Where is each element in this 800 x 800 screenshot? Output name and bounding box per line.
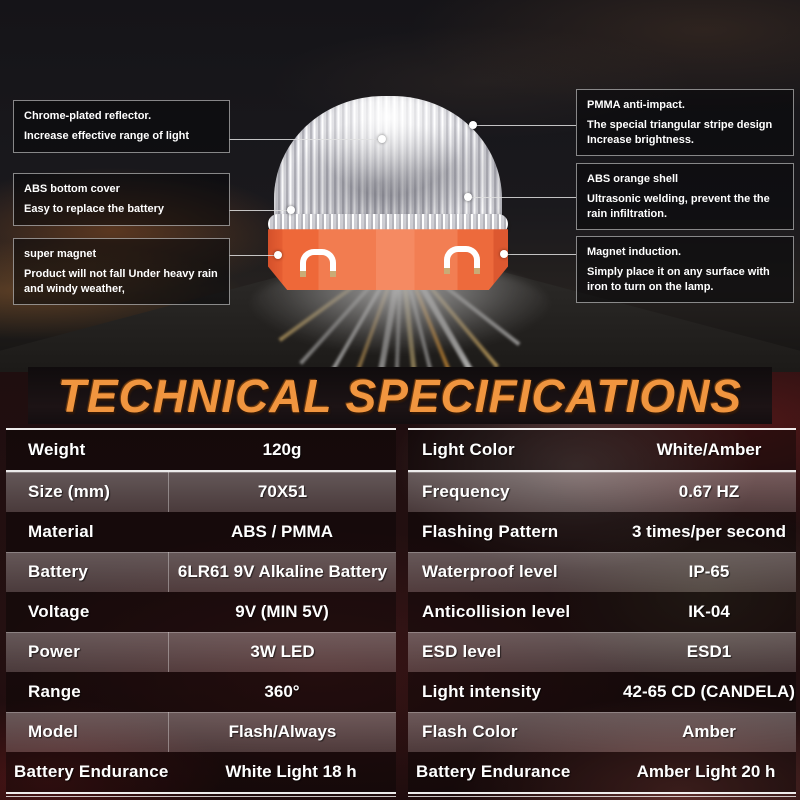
table-row: ESD level ESD1 bbox=[408, 632, 796, 672]
spec-value: IP-65 bbox=[688, 562, 730, 581]
connector-dot bbox=[469, 121, 477, 129]
callout-line bbox=[471, 197, 576, 198]
spec-value: 3W LED bbox=[250, 642, 315, 661]
connector-dot bbox=[500, 250, 508, 258]
spec-label: Flashing Pattern bbox=[422, 522, 559, 541]
table-bottom-line bbox=[6, 796, 396, 797]
table-row: Battery 6LR61 9V Alkaline Battery bbox=[6, 552, 396, 592]
table-row: Model Flash/Always bbox=[6, 712, 396, 752]
magnet-icon bbox=[444, 246, 480, 274]
spec-table-right: Light Color White/Amber Frequency 0.67 H… bbox=[408, 428, 796, 794]
connector-dot bbox=[287, 206, 295, 214]
spec-value: 0.67 HZ bbox=[678, 482, 740, 501]
spec-label: Model bbox=[6, 712, 169, 752]
spec-value: ABS / PMMA bbox=[231, 522, 333, 541]
spec-label: Waterproof level bbox=[422, 562, 558, 581]
spec-label: Power bbox=[6, 632, 169, 672]
callout-abs-orange-shell: ABS orange shell Ultrasonic welding, pre… bbox=[576, 163, 794, 230]
table-row: Weight 120g bbox=[6, 430, 396, 472]
spec-value: Flash/Always bbox=[228, 722, 337, 741]
table-row: Battery Endurance Amber Light 20 h bbox=[408, 752, 796, 792]
callout-desc: Simply place it on any surface with iron… bbox=[587, 266, 770, 293]
table-row: Anticollision level IK-04 bbox=[408, 592, 796, 632]
spec-label: Material bbox=[28, 522, 94, 541]
spec-value: White/Amber bbox=[656, 440, 762, 459]
callout-title: ABS orange shell bbox=[587, 173, 679, 185]
table-row: Power 3W LED bbox=[6, 632, 396, 672]
table-row: Range 360° bbox=[6, 672, 396, 712]
spec-value: White Light 18 h bbox=[225, 762, 357, 781]
reflector-rim bbox=[268, 214, 508, 234]
spec-label: ESD level bbox=[422, 642, 502, 661]
callout-line bbox=[508, 254, 576, 255]
callout-title: super magnet bbox=[24, 248, 97, 260]
section-title-bar: TECHNICAL SPECIFICATIONS bbox=[28, 367, 772, 424]
callout-desc: Ultrasonic welding, prevent the the rain… bbox=[587, 193, 770, 220]
callout-chrome-reflector: Chrome-plated reflector. Increase effect… bbox=[13, 100, 230, 153]
spec-section-background bbox=[0, 372, 800, 800]
spec-value: 9V (MIN 5V) bbox=[235, 602, 329, 621]
pmma-dome bbox=[274, 96, 502, 228]
connector-dot bbox=[274, 251, 282, 259]
spec-value: IK-04 bbox=[688, 602, 730, 621]
callout-title: Magnet induction. bbox=[587, 246, 682, 258]
spec-value: 6LR61 9V Alkaline Battery bbox=[177, 562, 388, 581]
table-row: Light Color White/Amber bbox=[408, 430, 796, 472]
callout-super-magnet: super magnet Product will not fall Under… bbox=[13, 238, 230, 305]
spec-label: Range bbox=[28, 682, 81, 701]
spec-label: Flash Color bbox=[422, 722, 518, 741]
spec-value: 120g bbox=[262, 440, 302, 459]
table-row: Waterproof level IP-65 bbox=[408, 552, 796, 592]
callout-magnet-induction: Magnet induction. Simply place it on any… bbox=[576, 236, 794, 303]
connector-dot bbox=[464, 193, 472, 201]
table-row: Light intensity 42-65 CD (CANDELA) bbox=[408, 672, 796, 712]
callout-desc: Easy to replace the battery bbox=[24, 203, 165, 216]
spec-value: ESD1 bbox=[686, 642, 732, 661]
table-row: Battery Endurance White Light 18 h bbox=[6, 752, 396, 792]
spec-label: Size (mm) bbox=[6, 472, 169, 512]
spec-label: Anticollision level bbox=[422, 602, 571, 621]
spec-label: Weight bbox=[28, 440, 86, 459]
callout-title: ABS bottom cover bbox=[24, 183, 120, 195]
callout-title: PMMA anti-impact. bbox=[587, 99, 685, 111]
callout-desc: The special triangular stripe design Inc… bbox=[587, 119, 773, 146]
beacon-product-image bbox=[268, 96, 508, 290]
table-row: Frequency 0.67 HZ bbox=[408, 472, 796, 512]
spec-table-left: Weight 120g Size (mm) 70X51 Material ABS… bbox=[6, 428, 396, 794]
spec-value: Amber bbox=[682, 722, 736, 741]
callout-desc: Increase effective range of light bbox=[24, 130, 190, 143]
spec-label: Voltage bbox=[28, 602, 90, 621]
callout-desc: Product will not fall Under heavy rain a… bbox=[24, 268, 218, 295]
callout-line bbox=[229, 139, 384, 140]
table-bottom-line bbox=[408, 796, 796, 797]
spec-label: Battery Endurance bbox=[416, 762, 571, 781]
callout-pmma-anti-impact: PMMA anti-impact. The special triangular… bbox=[576, 89, 794, 156]
spec-label: Battery bbox=[6, 552, 169, 592]
magnet-icon bbox=[300, 249, 336, 277]
spec-value: 42-65 CD (CANDELA) bbox=[623, 682, 795, 701]
spec-value: 70X51 bbox=[257, 482, 308, 501]
table-row: Voltage 9V (MIN 5V) bbox=[6, 592, 396, 632]
callout-abs-bottom-cover: ABS bottom cover Easy to replace the bat… bbox=[13, 173, 230, 226]
table-row: Flashing Pattern 3 times/per second bbox=[408, 512, 796, 552]
spec-value: 360° bbox=[264, 682, 300, 701]
connector-dot bbox=[378, 135, 386, 143]
callout-title: Chrome-plated reflector. bbox=[24, 110, 152, 122]
callout-line bbox=[229, 210, 291, 211]
spec-label: Light Color bbox=[422, 440, 515, 459]
spec-label: Frequency bbox=[422, 482, 510, 501]
callout-line bbox=[476, 125, 576, 126]
spec-value: 3 times/per second bbox=[631, 522, 786, 541]
spec-label: Battery Endurance bbox=[14, 762, 169, 781]
page-title: TECHNICAL SPECIFICATIONS bbox=[57, 369, 743, 422]
table-row: Material ABS / PMMA bbox=[6, 512, 396, 552]
spec-value: Amber Light 20 h bbox=[636, 762, 776, 781]
table-row: Flash Color Amber bbox=[408, 712, 796, 752]
table-row: Size (mm) 70X51 bbox=[6, 472, 396, 512]
spec-label: Light intensity bbox=[422, 682, 542, 701]
callout-line bbox=[229, 255, 277, 256]
